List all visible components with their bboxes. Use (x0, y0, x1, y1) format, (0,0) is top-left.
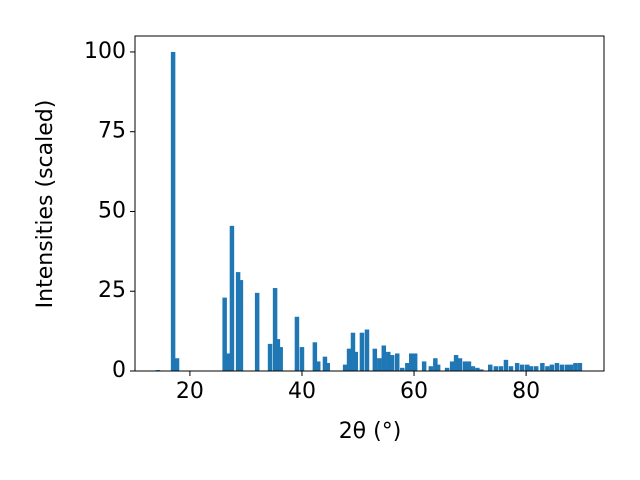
y-axis-label: Intensities (scaled) (33, 100, 58, 309)
bar (498, 366, 504, 371)
bar (453, 355, 459, 371)
bar (400, 367, 405, 371)
bar (325, 363, 330, 371)
bar (428, 366, 434, 371)
bar (359, 332, 365, 371)
bar (412, 353, 418, 371)
bar (519, 364, 525, 371)
bar (475, 367, 480, 371)
bar (364, 329, 370, 371)
bar (275, 339, 281, 371)
bar (409, 353, 414, 371)
bar (394, 353, 400, 371)
y-tick-label: 0 (112, 358, 126, 383)
bar (174, 358, 180, 371)
bar (573, 363, 578, 371)
bar (488, 364, 493, 371)
bar (235, 272, 241, 371)
bar (449, 361, 455, 371)
bar (568, 364, 574, 371)
bar (528, 366, 534, 371)
y-tick-label: 75 (98, 119, 126, 144)
y-tick-label: 100 (84, 39, 126, 64)
bar (503, 359, 509, 371)
y-tick-label: 25 (98, 278, 126, 303)
bar (353, 351, 359, 371)
x-tick-label: 60 (400, 379, 428, 404)
bar (493, 366, 499, 371)
bar (342, 364, 348, 371)
x-tick-label: 80 (512, 379, 540, 404)
bar (170, 51, 176, 371)
bar (229, 225, 235, 371)
x-tick-label: 40 (288, 379, 316, 404)
bar (267, 343, 273, 371)
bar (294, 316, 300, 371)
bar (457, 358, 463, 371)
bar (312, 342, 318, 371)
bar (386, 351, 391, 371)
bar (524, 364, 530, 371)
bar (372, 348, 378, 371)
x-tick-label: 20 (176, 379, 204, 404)
bar (381, 345, 387, 371)
bar (433, 358, 438, 371)
bar (462, 361, 468, 371)
plot-frame (134, 35, 605, 372)
bar (540, 363, 545, 371)
bar (346, 348, 352, 371)
bar (421, 361, 427, 371)
bar (514, 363, 520, 371)
bar (470, 366, 476, 371)
bar (315, 361, 321, 371)
y-tick-label: 50 (98, 198, 126, 223)
bar (559, 364, 565, 371)
bar (405, 363, 410, 371)
bar (389, 355, 395, 371)
bar (222, 297, 227, 371)
bar (225, 353, 231, 371)
bar (238, 280, 244, 371)
bar (479, 369, 484, 371)
bar (564, 364, 570, 371)
bar (545, 366, 550, 371)
bar (272, 288, 278, 371)
bar (533, 366, 539, 371)
x-axis-label: 2θ (°) (339, 419, 402, 444)
bar (299, 347, 305, 371)
bar (508, 366, 514, 371)
bar (435, 364, 441, 371)
bar (254, 292, 260, 371)
bar (444, 367, 450, 371)
bar (322, 356, 328, 371)
bar (577, 363, 583, 371)
bar (554, 363, 560, 371)
bar (549, 364, 555, 371)
bar (377, 358, 382, 371)
bar (350, 332, 356, 371)
bar (278, 347, 283, 371)
bar (466, 361, 472, 371)
